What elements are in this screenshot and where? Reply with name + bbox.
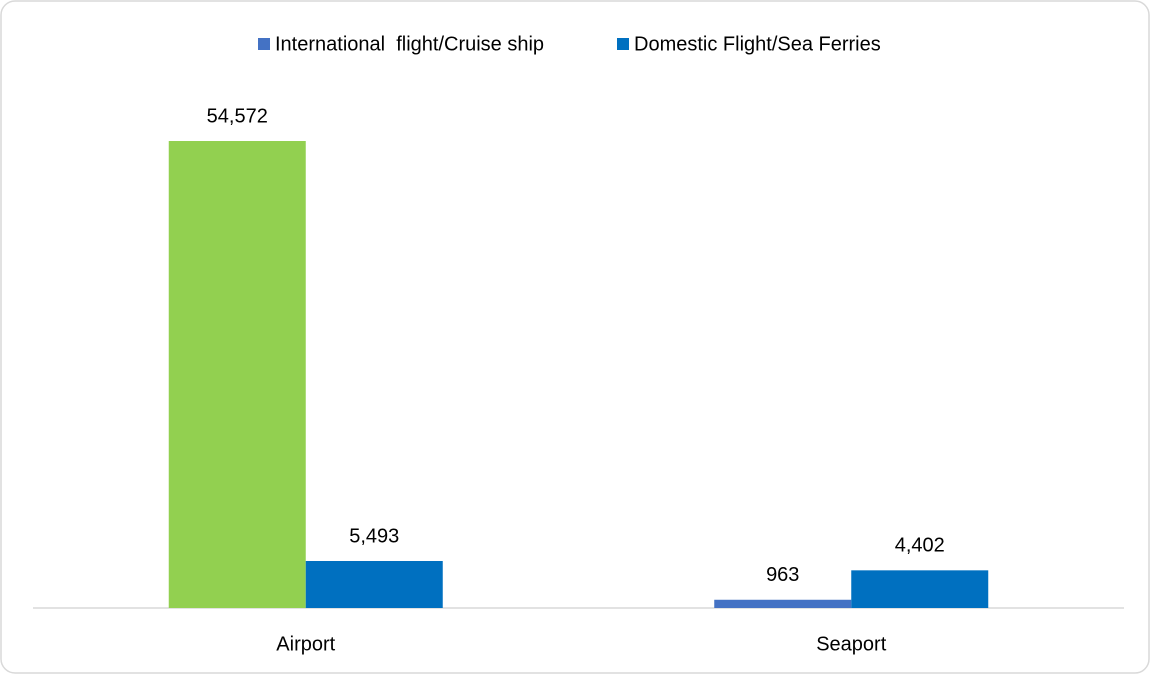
data-label: 54,572 bbox=[207, 105, 268, 127]
data-label: 963 bbox=[766, 564, 799, 586]
x-tick-label: Seaport bbox=[816, 633, 886, 655]
legend-label: International flight/Cruise ship bbox=[275, 33, 544, 55]
legend-swatch bbox=[258, 38, 270, 50]
bar bbox=[305, 560, 443, 608]
legend-label: Domestic Flight/Sea Ferries bbox=[634, 33, 881, 55]
bar bbox=[851, 570, 989, 608]
bar bbox=[714, 599, 852, 608]
x-tick-label: Airport bbox=[276, 633, 335, 655]
data-label: 4,402 bbox=[895, 535, 945, 557]
legend-swatch bbox=[617, 38, 629, 50]
bar bbox=[168, 141, 306, 608]
data-label: 5,493 bbox=[349, 525, 399, 547]
